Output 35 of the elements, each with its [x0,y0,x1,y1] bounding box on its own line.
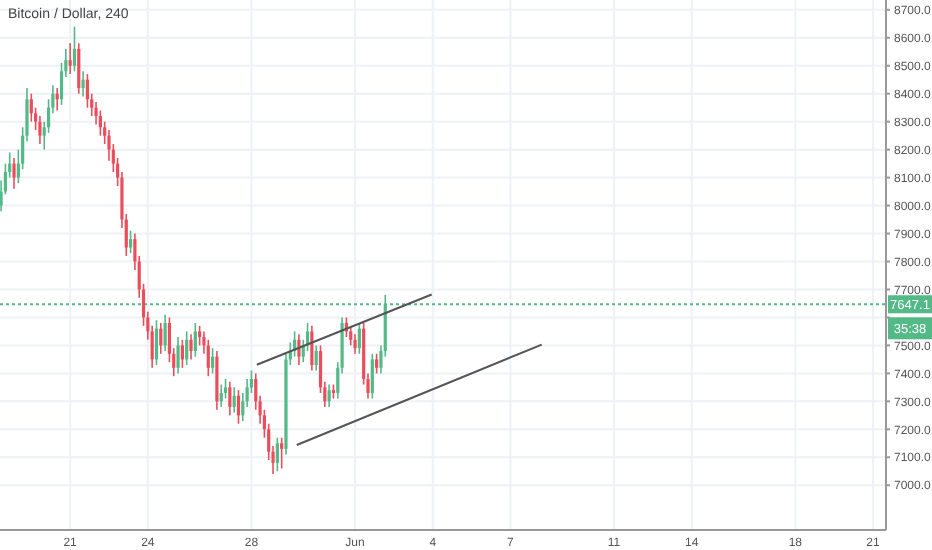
candlestick [297,333,301,366]
candlestick [236,389,241,425]
candlestick [176,336,180,375]
candlestick [29,92,33,123]
candlestick [185,330,189,366]
candlestick [77,42,81,95]
candlestick [370,353,374,400]
candlestick [154,319,159,366]
candlestick [223,378,228,400]
candlestick [275,436,279,473]
candlestick [98,109,102,137]
candlestick [353,333,357,355]
candlestick [12,157,16,190]
candlestick [232,386,236,414]
candlestick [215,350,219,411]
candlestick [211,347,215,375]
candlestick [128,229,133,254]
candlestick [206,339,210,377]
candlestick [310,325,314,372]
candlestick [193,322,197,358]
candlestick [357,322,361,355]
candlestick [189,333,193,361]
candlestick [375,353,379,375]
candlestick [72,25,77,73]
candlestick [85,73,90,109]
candlestick [180,339,184,369]
candlestick [81,70,85,98]
candlestick [327,383,331,408]
candlestick [163,313,167,352]
candlestick [68,42,72,75]
candlestick [314,344,318,372]
candlestick [280,436,284,470]
candlestick [228,380,232,417]
candlestick [198,325,202,347]
candlestick [38,115,42,145]
